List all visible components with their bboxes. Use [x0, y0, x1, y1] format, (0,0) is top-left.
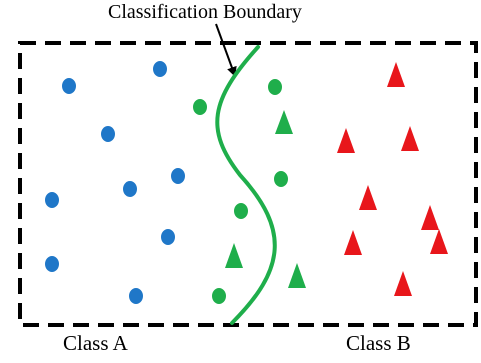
red-triangle: [387, 62, 405, 87]
class-b-points: [337, 62, 448, 296]
blue-point: [153, 61, 167, 77]
red-triangle: [394, 271, 412, 296]
dashed-frame: [18, 41, 478, 327]
class-a-label: Class A: [63, 331, 128, 355]
classification-boundary-label: Classification Boundary: [108, 1, 302, 23]
green-triangle-points: [225, 110, 306, 288]
red-triangle: [430, 229, 448, 254]
blue-point: [45, 192, 59, 208]
blue-point: [123, 181, 137, 197]
green-point: [234, 203, 248, 219]
green-triangle: [288, 263, 306, 288]
green-triangle: [225, 243, 243, 268]
red-triangle: [344, 230, 362, 255]
green-point: [193, 99, 207, 115]
green-triangle: [275, 110, 293, 134]
blue-point: [129, 288, 143, 304]
green-point: [268, 79, 282, 95]
boundary-pointer-arrow: [215, 23, 237, 77]
blue-point: [171, 168, 185, 184]
red-triangle: [421, 205, 439, 230]
classification-boundary-curve: [215, 45, 277, 325]
class-a-points: [45, 61, 185, 304]
class-b-label: Class B: [346, 331, 411, 355]
blue-point: [62, 78, 76, 94]
blue-point: [161, 229, 175, 245]
red-triangle: [401, 126, 419, 151]
green-circle-points: [193, 79, 288, 304]
green-point: [274, 171, 288, 187]
blue-point: [101, 126, 115, 142]
green-point: [212, 288, 226, 304]
red-triangle: [359, 185, 377, 210]
red-triangle: [337, 128, 355, 153]
blue-point: [45, 256, 59, 272]
